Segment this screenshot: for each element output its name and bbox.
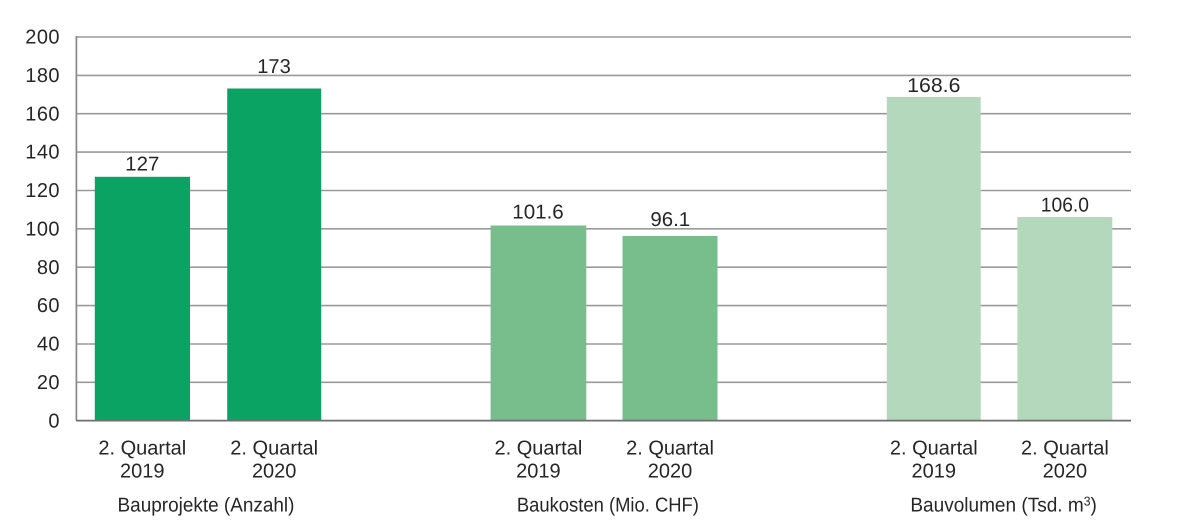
svg-text:168.6: 168.6 (907, 75, 960, 97)
svg-text:120: 120 (25, 180, 60, 202)
svg-text:2. Quartal: 2. Quartal (230, 438, 318, 460)
svg-text:2. Quartal: 2. Quartal (1021, 438, 1109, 460)
svg-text:2019: 2019 (912, 461, 957, 483)
svg-text:106.0: 106.0 (1041, 194, 1089, 216)
svg-text:2020: 2020 (1043, 461, 1088, 483)
svg-text:2. Quartal: 2. Quartal (626, 438, 714, 460)
svg-text:60: 60 (37, 295, 60, 317)
svg-text:2020: 2020 (648, 461, 693, 483)
svg-text:173: 173 (257, 56, 291, 78)
svg-text:2. Quartal: 2. Quartal (494, 438, 582, 460)
svg-text:2. Quartal: 2. Quartal (890, 438, 978, 460)
svg-text:Bauprojekte (Anzahl): Bauprojekte (Anzahl) (118, 495, 295, 517)
svg-text:2019: 2019 (120, 461, 165, 483)
svg-text:180: 180 (25, 65, 60, 87)
svg-text:40: 40 (37, 334, 60, 356)
svg-text:Baukosten (Mio. CHF): Baukosten (Mio. CHF) (517, 495, 699, 517)
svg-text:96.1: 96.1 (650, 209, 690, 231)
svg-text:100: 100 (25, 218, 60, 240)
svg-text:2. Quartal: 2. Quartal (98, 438, 186, 460)
svg-text:160: 160 (25, 103, 60, 125)
svg-text:140: 140 (25, 142, 60, 164)
svg-text:20: 20 (37, 372, 60, 394)
svg-text:2019: 2019 (516, 461, 561, 483)
svg-text:101.6: 101.6 (512, 202, 564, 224)
svg-text:0: 0 (48, 410, 60, 432)
svg-text:80: 80 (37, 257, 60, 279)
svg-text:2020: 2020 (252, 461, 297, 483)
svg-text:200: 200 (25, 27, 60, 49)
svg-text:127: 127 (125, 154, 159, 176)
svg-text:Bauvolumen (Tsd. m3): Bauvolumen (Tsd. m3) (910, 493, 1097, 516)
